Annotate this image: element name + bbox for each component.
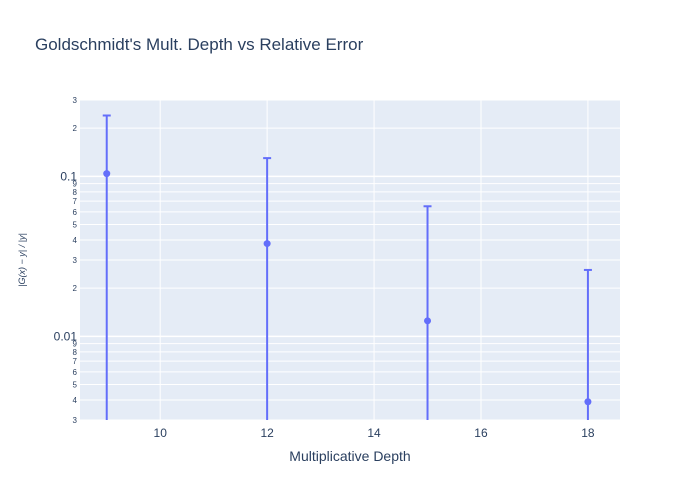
y-tick-label: 0.1 xyxy=(60,169,77,183)
data-point xyxy=(103,170,111,178)
x-tick-label: 18 xyxy=(581,426,595,440)
y-minor-tick-label: 8 xyxy=(73,188,78,197)
y-minor-tick-label: 3 xyxy=(73,96,78,105)
y-minor-tick-label: 4 xyxy=(73,396,78,405)
y-minor-tick-label: 5 xyxy=(73,381,78,390)
x-tick-label: 14 xyxy=(367,426,381,440)
data-point xyxy=(584,398,592,406)
data-point xyxy=(263,240,271,248)
x-tick-label: 16 xyxy=(474,426,488,440)
y-minor-tick-label: 2 xyxy=(73,124,78,133)
y-minor-tick-label: 3 xyxy=(73,416,78,425)
y-minor-tick-label: 4 xyxy=(73,236,78,245)
grid-layer xyxy=(80,99,620,421)
chart-title: Goldschmidt's Mult. Depth vs Relative Er… xyxy=(35,35,364,54)
y-tick-label: 0.01 xyxy=(54,329,78,343)
data-point xyxy=(424,317,432,325)
y-minor-tick-label: 7 xyxy=(73,357,78,366)
x-tick-label: 10 xyxy=(154,426,168,440)
data-points xyxy=(103,170,592,406)
y-minor-tick-label: 3 xyxy=(73,256,78,265)
x-axis-title: Multiplicative Depth xyxy=(289,448,410,464)
error-bars xyxy=(102,114,592,420)
y-minor-tick-label: 9 xyxy=(73,340,78,349)
y-minor-tick-label: 6 xyxy=(73,368,78,377)
y-minor-tick-label: 6 xyxy=(73,208,78,217)
y-minor-tick-label: 9 xyxy=(73,180,78,189)
y-minor-tick-label: 5 xyxy=(73,221,78,230)
x-tick-label: 12 xyxy=(260,426,274,440)
x-axis: 10 12 14 16 18 xyxy=(154,426,595,440)
y-minor-tick-label: 8 xyxy=(73,348,78,357)
y-minor-tick-label: 2 xyxy=(73,284,78,293)
y-axis-title: |G(x) − y| / |y| xyxy=(17,233,27,287)
y-minor-tick-label: 7 xyxy=(73,197,78,206)
